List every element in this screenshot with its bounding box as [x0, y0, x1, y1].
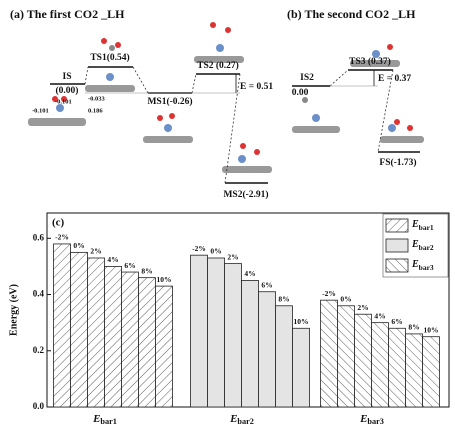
charge-label: -0.101 — [55, 98, 72, 105]
strain-label: -2% — [322, 289, 336, 298]
charge-label: -0.033 — [88, 95, 106, 102]
barrier-label: E = 0.37 — [378, 74, 411, 84]
panel-label: (c) — [52, 217, 65, 229]
panel-title: (a) The first CO2 _LH — [10, 7, 125, 21]
strain-label: 10% — [157, 275, 172, 284]
state-label: MS1(-0.26) — [147, 96, 192, 107]
legend-label: Ebar2 — [411, 239, 434, 251]
legend-label: Ebar1 — [411, 219, 434, 231]
strain-label: 6% — [391, 317, 402, 326]
strain-label: 4% — [244, 269, 255, 278]
charge-label: -0.101 — [32, 107, 49, 114]
bar-pattern — [337, 305, 355, 408]
strain-label: 8% — [408, 323, 419, 332]
strain-label: 0% — [340, 295, 351, 304]
y-tick-label: 0.6 — [33, 232, 45, 242]
connector — [377, 69, 394, 153]
strain-label: 8% — [141, 266, 152, 275]
connector — [84, 66, 89, 85]
slab — [350, 44, 400, 67]
state-label: TS2 (0.27) — [197, 60, 239, 71]
state-label: MS2(-2.91) — [223, 189, 268, 200]
state-name: IS2 — [300, 73, 314, 83]
state-label: FS(-1.73) — [379, 157, 416, 168]
bar-pattern — [138, 277, 156, 408]
slab — [222, 143, 272, 173]
connector — [191, 73, 197, 94]
strain-label: 10% — [424, 325, 439, 334]
slab — [380, 119, 424, 143]
bar-pattern — [224, 263, 242, 408]
legend-box — [382, 213, 449, 278]
state-label: (0.00) — [56, 85, 79, 96]
bar-pattern — [275, 305, 293, 408]
barrier-label: E = 0.51 — [240, 82, 273, 92]
strain-label: 2% — [90, 247, 101, 256]
legend-swatch-pattern — [385, 218, 409, 233]
bar-pattern — [190, 254, 208, 408]
strain-label: 4% — [107, 255, 118, 264]
legend-swatch-pattern — [385, 258, 409, 273]
bar-pattern — [87, 257, 105, 408]
slab — [28, 96, 86, 126]
bar-pattern — [207, 257, 225, 408]
connector — [132, 66, 149, 94]
strain-label: 2% — [227, 252, 238, 261]
strain-label: 0% — [210, 247, 221, 256]
panel-title: (b) The second CO2 _LH — [287, 7, 416, 21]
bar-pattern — [241, 280, 259, 408]
slab — [194, 22, 244, 63]
strain-label: 8% — [278, 295, 289, 304]
strain-label: 4% — [374, 311, 385, 320]
strain-label: 2% — [357, 303, 368, 312]
bar-pattern — [121, 271, 139, 408]
bar-pattern — [155, 285, 173, 408]
bar-pattern — [258, 291, 276, 408]
legend-swatch-pattern — [385, 238, 409, 253]
slab — [292, 97, 340, 133]
state-label: 0.00 — [292, 88, 309, 98]
x-tick-label: Ebar2 — [229, 413, 254, 426]
bar-pattern — [422, 336, 440, 408]
slab — [85, 38, 135, 92]
strain-label: -2% — [192, 244, 206, 253]
bar-pattern — [371, 322, 389, 408]
bar-pattern — [388, 327, 406, 408]
strain-label: 0% — [73, 241, 84, 250]
charge-label: 0.186 — [88, 107, 103, 114]
y-axis-label: Energy (eV) — [8, 284, 19, 336]
strain-label: 10% — [294, 317, 309, 326]
molecule-sketches — [28, 22, 424, 173]
connector — [329, 69, 349, 87]
y-tick-label: 0.0 — [33, 401, 45, 411]
bar-pattern — [104, 266, 122, 408]
legend-label: Ebar3 — [411, 259, 434, 271]
x-tick-label: Ebar1 — [92, 413, 117, 426]
y-tick-label: 0.4 — [33, 289, 45, 299]
x-tick-label: Ebar3 — [359, 413, 384, 426]
bar-pattern — [354, 313, 372, 408]
bar-pattern — [292, 327, 310, 408]
bar-pattern — [320, 299, 338, 408]
state-label: TS3 (0.37) — [349, 56, 391, 67]
slab — [143, 113, 193, 143]
y-tick-label: 0.2 — [33, 345, 45, 355]
strain-label: -2% — [55, 233, 69, 242]
state-name: IS — [63, 72, 72, 82]
bar-pattern — [53, 243, 71, 408]
bar-pattern — [405, 333, 423, 408]
strain-label: 6% — [124, 261, 135, 270]
bar-pattern — [70, 251, 88, 408]
state-label: TS1(0.54) — [90, 52, 129, 63]
strain-label: 6% — [261, 280, 272, 289]
